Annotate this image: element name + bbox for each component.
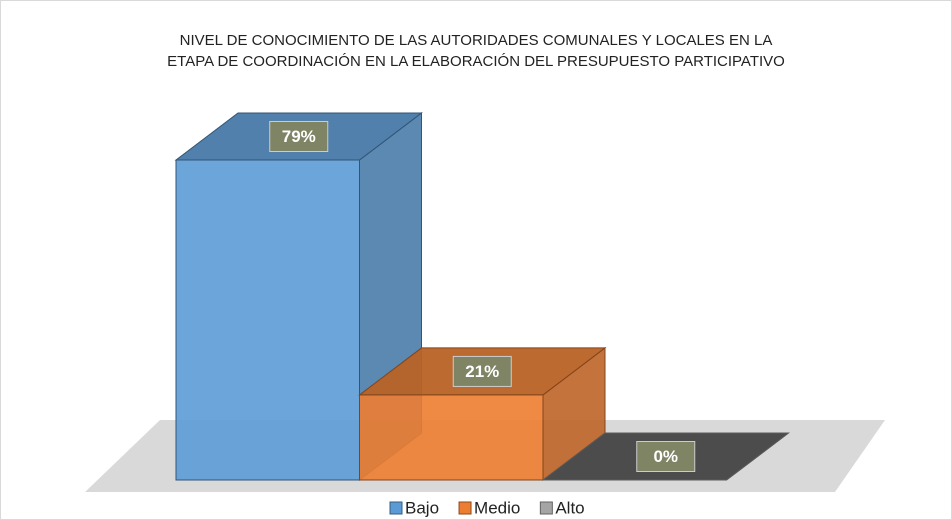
legend-swatch xyxy=(458,501,472,515)
legend-label: Bajo xyxy=(405,498,439,517)
data-label: 21% xyxy=(465,362,499,381)
legend-label: Medio xyxy=(474,498,520,517)
bar xyxy=(358,346,607,482)
legend-swatch xyxy=(389,501,403,515)
bar xyxy=(174,111,423,482)
data-label: 79% xyxy=(282,127,316,146)
data-label-box xyxy=(636,441,696,472)
data-label-box xyxy=(269,121,329,152)
bar-front xyxy=(359,394,544,481)
data-label-box xyxy=(452,355,512,387)
chart-title: ETAPA DE COORDINACIÓN EN LA ELABORACIÓN … xyxy=(167,53,785,70)
legend-label: Alto xyxy=(555,498,584,517)
chart-title: NIVEL DE CONOCIMIENTO DE LAS AUTORIDADES… xyxy=(180,32,773,49)
legend-swatch xyxy=(539,501,553,515)
bar-front xyxy=(175,159,360,481)
data-label: 0% xyxy=(653,447,678,466)
